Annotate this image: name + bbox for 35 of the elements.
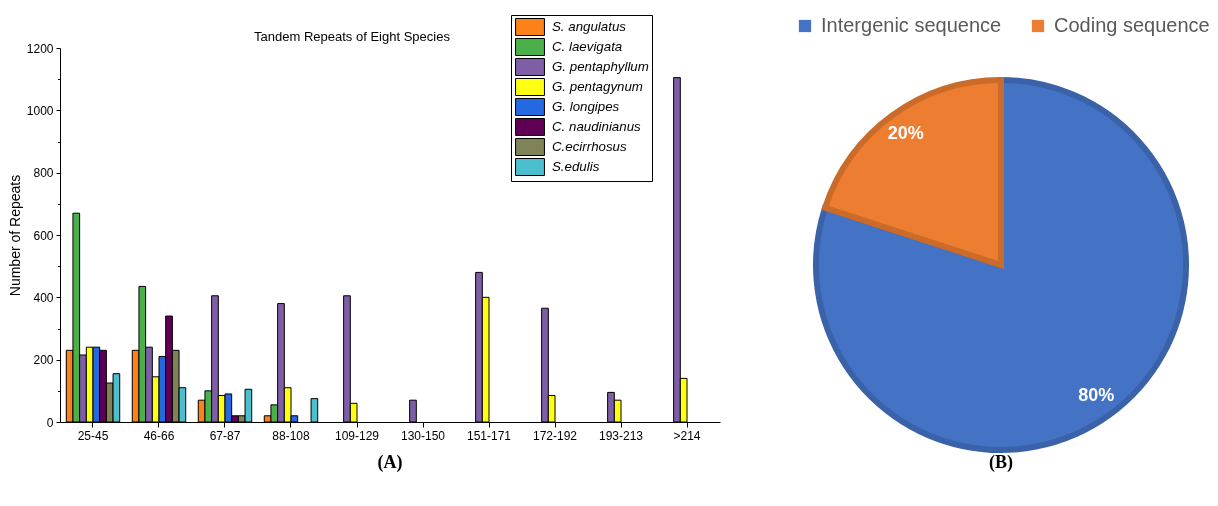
y-axis-title: Number of Repeats (6, 174, 23, 297)
data-label: 80% (1078, 385, 1115, 406)
data-label: 20% (887, 122, 924, 143)
x-tick-label: 151-171 (466, 428, 512, 443)
chart-title: Tandem Repeats of Eight Species (254, 28, 451, 44)
x-tick-label: 193-213 (598, 428, 644, 443)
x-tick-label: 67-87 (209, 428, 241, 443)
x-tick-label: 130-150 (400, 428, 446, 443)
legend-label: C. naudinianus (552, 119, 642, 134)
legend-label: Intergenic sequence (821, 14, 1002, 36)
legend-label: C.ecirrhosus (552, 139, 627, 154)
legend-label: S.edulis (552, 159, 600, 174)
text: (A) (377, 452, 403, 473)
y-tick-label: 800 (33, 166, 54, 181)
pie-slice (813, 77, 1189, 453)
x-tick-label: 88-108 (272, 428, 310, 443)
y-tick-label: 1000 (26, 103, 54, 118)
y-tick-label: 0 (46, 415, 54, 430)
legend-label: S. angulatus (552, 19, 627, 34)
text: (B) (989, 452, 1013, 473)
y-tick-label: 400 (33, 290, 54, 305)
x-tick-label: 109-129 (334, 428, 380, 443)
legend-label: C. laevigata (552, 39, 623, 54)
pie-slice (822, 77, 1004, 268)
x-tick-label: 46-66 (143, 428, 175, 443)
y-tick-label: 1200 (26, 41, 54, 56)
legend-label: G. longipes (552, 99, 620, 114)
x-tick-label: 25-45 (77, 428, 109, 443)
x-tick-label: 172-192 (532, 428, 578, 443)
y-tick-label: 200 (33, 353, 54, 368)
legend-label: G. pentagynum (552, 79, 643, 94)
x-tick-label: >214 (673, 428, 701, 443)
legend-label: Coding sequence (1054, 14, 1210, 36)
y-tick-label: 600 (33, 228, 54, 243)
legend-label: G. pentaphyllum (552, 59, 649, 74)
